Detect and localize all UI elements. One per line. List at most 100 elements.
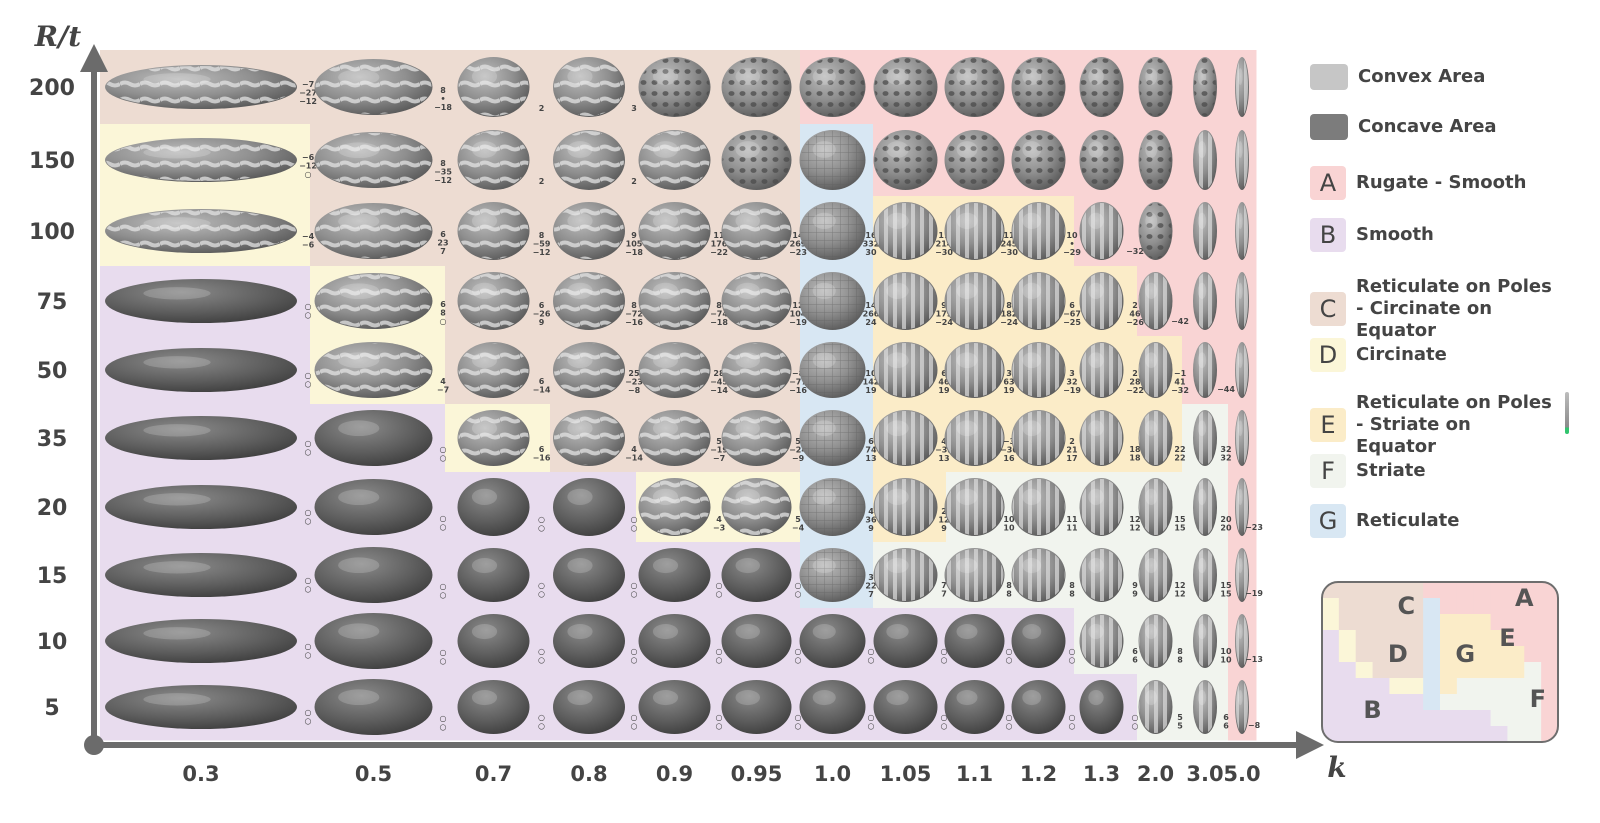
inset-letter-f: F — [1530, 685, 1546, 713]
legend-concave: Concave Area — [1310, 114, 1497, 140]
cell-label: 18 — [1129, 445, 1141, 454]
surface-pattern — [1236, 479, 1248, 535]
shape-cell — [1138, 130, 1173, 190]
inset-cell — [1524, 646, 1542, 663]
cell-label: 6 — [1132, 647, 1138, 656]
highlight — [143, 561, 211, 574]
shape-cell: 6−67−25 — [1011, 272, 1081, 330]
shape-cell: ○○ — [638, 614, 723, 668]
cell-label: ○ — [795, 590, 802, 599]
inset-cell — [1355, 646, 1374, 663]
scroll-indicator[interactable] — [1565, 392, 1569, 434]
ellipsoid — [799, 680, 866, 734]
inset-cell — [1423, 694, 1441, 711]
cell-label: 3 — [1006, 369, 1012, 378]
inset-cell — [1355, 630, 1374, 647]
highlight — [886, 282, 909, 299]
inset-cell — [1372, 614, 1391, 631]
shape-cell — [873, 130, 938, 190]
highlight — [338, 213, 380, 230]
shape-cell — [1079, 130, 1124, 190]
shape-cell: 4−3 — [638, 478, 725, 536]
cell-label: 9 — [1132, 590, 1138, 599]
highlight — [567, 488, 593, 505]
cell-label: −23 — [1245, 523, 1263, 532]
surface-pattern — [1080, 343, 1123, 397]
shape-cell: ○○ — [314, 547, 447, 603]
x-tick-label: 1.0 — [814, 762, 851, 786]
highlight — [812, 282, 836, 299]
highlight — [652, 420, 679, 437]
x-tick-label: 2.0 — [1137, 762, 1174, 786]
surface-pattern — [722, 343, 791, 397]
highlight — [1197, 689, 1207, 706]
cell-label: −12 — [299, 162, 317, 171]
legend-label-f: Striate — [1356, 460, 1426, 481]
legend-letter-d: D — [1310, 338, 1346, 372]
highlight — [1197, 282, 1207, 299]
cell-label: ○ — [305, 708, 312, 717]
cell-label: −22 — [710, 248, 728, 257]
cell-label: 46 — [938, 378, 950, 387]
shape-cell — [1193, 130, 1217, 190]
cell-label: −27 — [299, 89, 317, 98]
cell-label: 19 — [1003, 386, 1015, 395]
shape-cell: ○○ — [1011, 680, 1076, 734]
inset-cell — [1355, 678, 1374, 695]
cell-label: ○ — [440, 514, 447, 523]
ellipsoid — [873, 680, 938, 734]
ellipsoid — [457, 548, 530, 602]
shape-cell — [1193, 272, 1217, 330]
cell-label: −19 — [789, 318, 807, 327]
highlight — [1022, 420, 1042, 437]
cell-label: ○ — [868, 647, 875, 656]
inset-cell — [1389, 726, 1407, 742]
cell-label: −44 — [1217, 385, 1235, 394]
inset-cell — [1372, 662, 1391, 679]
highlight — [812, 141, 836, 158]
inset-cell — [1507, 630, 1525, 647]
inset-cell — [1541, 678, 1558, 695]
axis-origin — [84, 735, 104, 755]
surface-pattern — [1236, 58, 1248, 116]
shape-cell: ○○ — [638, 680, 723, 734]
x-tick-label: 1.3 — [1083, 762, 1120, 786]
cell-label: ○ — [305, 302, 312, 311]
highlight — [956, 623, 978, 640]
cell-label: 11 — [938, 231, 950, 240]
surface-pattern — [1194, 203, 1216, 259]
inset-cell — [1406, 582, 1424, 599]
cell-label: 8 — [1177, 656, 1183, 665]
highlight — [1088, 420, 1104, 437]
cell-label: 7 — [941, 581, 947, 590]
cell-label: ○ — [1132, 713, 1139, 722]
inset-cell — [1456, 678, 1475, 695]
inset-letter-e: E — [1499, 624, 1515, 652]
highlight — [1197, 68, 1207, 85]
cell-label: 6 — [1223, 722, 1229, 731]
surface-pattern — [1236, 549, 1248, 601]
inset-cell — [1524, 582, 1542, 599]
highlight — [567, 623, 593, 640]
cell-label: 8 — [539, 231, 545, 240]
highlight — [338, 283, 380, 300]
cell-label: 2 — [1069, 437, 1075, 446]
inset-cell — [1406, 598, 1424, 615]
inset-cell — [1456, 582, 1475, 599]
inset-cell — [1473, 630, 1492, 647]
highlight — [735, 488, 760, 505]
surface-pattern — [1194, 549, 1216, 601]
cell-label: −22 — [1126, 386, 1144, 395]
ellipsoid — [314, 547, 433, 603]
inset-cell — [1507, 582, 1525, 599]
cell-label: ○ — [440, 657, 447, 666]
cell-label: ○ — [716, 722, 723, 731]
surface-pattern — [722, 479, 791, 535]
highlight — [735, 420, 760, 437]
